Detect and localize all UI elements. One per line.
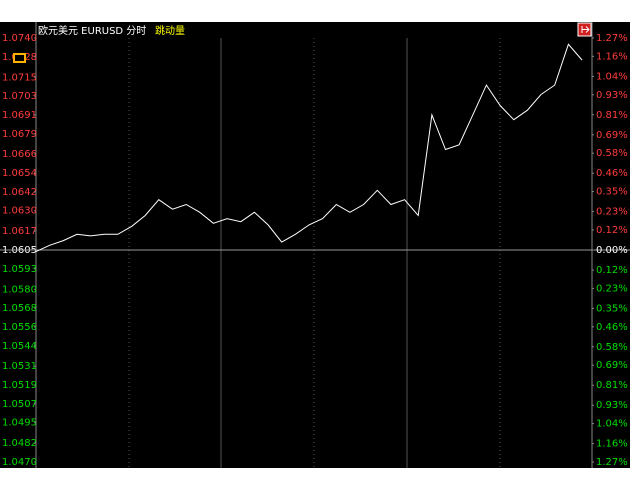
y2-tick-label: 0.93% — [596, 400, 628, 411]
y-tick-label: 1.0617 — [2, 226, 37, 237]
y2-tick-label: 0.23% — [596, 283, 628, 294]
y2-tick-label: 1.04% — [596, 71, 628, 82]
y2-tick-label: 0.58% — [596, 342, 628, 353]
y2-tick-label: 0.69% — [596, 130, 628, 141]
y2-tick-label: 0.12% — [596, 265, 628, 276]
y-tick-label: 1.0556 — [2, 322, 37, 333]
y-tick-label: 1.0544 — [2, 341, 37, 352]
chart-title: 欧元美元 EURUSD 分时 — [38, 24, 146, 37]
y2-tick-label: 1.04% — [596, 419, 628, 430]
chart-background — [0, 22, 630, 468]
y2-tick-label: 0.93% — [596, 90, 628, 101]
y-tick-label: 1.0568 — [2, 303, 37, 314]
y-tick-label: 1.0703 — [2, 91, 37, 102]
y-tick-label: 1.0470 — [2, 457, 37, 468]
y-tick-label: 1.0495 — [2, 418, 37, 429]
exit-icon — [581, 26, 590, 33]
y-tick-label: 1.0531 — [2, 361, 37, 372]
y-tick-label: 1.0654 — [2, 168, 37, 179]
y2-tick-label: 0.58% — [596, 148, 628, 159]
y2-tick-label: 0.81% — [596, 110, 628, 121]
y2-tick-label: 1.16% — [596, 439, 628, 450]
y-tick-label: 1.0482 — [2, 438, 37, 449]
y2-tick-label: 0.35% — [596, 187, 628, 198]
indicator-icon[interactable] — [13, 53, 26, 63]
y2-tick-label: 1.16% — [596, 51, 628, 62]
y2-tick-label: 0.00% — [596, 245, 628, 256]
y2-tick-label: 1.27% — [596, 33, 628, 44]
y-tick-label: 1.0715 — [2, 72, 37, 83]
y-tick-label: 1.0642 — [2, 187, 37, 198]
y2-tick-label: 0.12% — [596, 225, 628, 236]
chart-subtitle: 跳动量 — [155, 24, 185, 37]
y-tick-label: 1.0580 — [2, 284, 37, 295]
price-line — [35, 43, 583, 253]
y-tick-label: 1.0519 — [2, 380, 37, 391]
y-tick-label: 1.0630 — [2, 206, 37, 217]
y-tick-label: 1.0666 — [2, 149, 37, 160]
y2-tick-label: 0.81% — [596, 380, 628, 391]
y2-tick-label: 1.27% — [596, 457, 628, 468]
y2-tick-label: 0.46% — [596, 168, 628, 179]
y2-tick-label: 0.46% — [596, 322, 628, 333]
y2-tick-label: 0.23% — [596, 207, 628, 218]
y2-tick-label: 0.35% — [596, 303, 628, 314]
y-tick-label: 1.0740 — [2, 33, 37, 44]
y2-tick-label: 0.69% — [596, 360, 628, 371]
y-tick-label: 1.0691 — [2, 110, 37, 121]
y-tick-label: 1.0679 — [2, 129, 37, 140]
y-tick-label: 1.0593 — [2, 264, 37, 275]
y-tick-label: 1.0507 — [2, 399, 37, 410]
